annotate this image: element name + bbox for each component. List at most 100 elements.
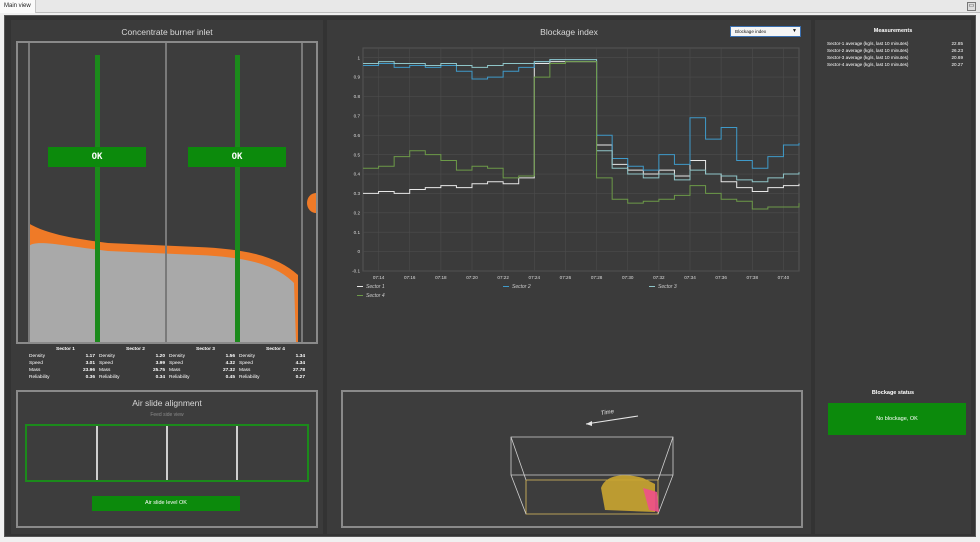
row-label: Reliability <box>169 375 190 380</box>
x-tick-label: 07:22 <box>497 275 509 280</box>
y-tick-label: 0.5 <box>354 152 361 157</box>
measurement-label: Sector-4 average (kg/s, last 10 minutes) <box>827 62 909 67</box>
burner-panel: Concentrate burner inlet OK OK Sector 1 … <box>11 20 323 534</box>
center-panel: Blockage index Blockage index ▼ 1 0.9 0.8 0… <box>327 20 811 534</box>
row-label: Speed <box>99 361 113 366</box>
measurement-row-3: Sector-3 average (kg/s, last 10 minutes)… <box>827 55 963 60</box>
measurement-value: 26.23 <box>951 48 964 53</box>
y-tick-label: 1 <box>357 55 360 60</box>
x-tick-label: 07:30 <box>622 275 634 280</box>
x-tick-label: 07:18 <box>435 275 447 280</box>
burner-view: OK OK <box>16 41 318 344</box>
arrow-head-icon <box>586 421 592 426</box>
reliability-value: 0.34 <box>155 375 165 380</box>
mass-value: 27.32 <box>222 368 235 373</box>
window-tabbar: Main view ▭ <box>0 0 980 13</box>
plot-area <box>362 47 800 272</box>
speed-value: 4.34 <box>295 361 305 366</box>
sector-col-1: Sector 1 Density Speed Mass Reliability … <box>29 347 95 387</box>
row-label: Speed <box>239 361 253 366</box>
row-label: Mass <box>239 368 251 373</box>
row-label: Speed <box>29 361 43 366</box>
y-tick-label: 0.4 <box>354 172 361 177</box>
sector-name: Sector 2 <box>126 347 145 352</box>
measurement-label: Sector-3 average (kg/s, last 10 minutes) <box>827 55 909 60</box>
reliability-value: 0.27 <box>295 375 305 380</box>
row-label: Reliability <box>99 375 120 380</box>
y-tick-label: 0.3 <box>354 191 361 196</box>
measurement-row-2: Sector-2 average (kg/s, last 10 minutes)… <box>827 48 963 53</box>
x-tick-label: 07:26 <box>560 275 572 280</box>
sector-col-2: Sector 2 Density Speed Mass Reliability … <box>99 347 165 387</box>
x-tick-label: 07:34 <box>684 275 696 280</box>
speed-value: 3.99 <box>155 361 165 366</box>
density-value: 1.17 <box>85 354 95 359</box>
mass-value: 23.96 <box>82 368 95 373</box>
sector-col-3: Sector 3 Density Speed Mass Reliability … <box>169 347 235 387</box>
measurement-row-4: Sector-4 average (kg/s, last 10 minutes)… <box>827 62 963 67</box>
burner-title: Concentrate burner inlet <box>121 27 213 37</box>
airslide-divider <box>96 426 98 480</box>
airslide-panel: Air slide alignment Feed side view Air s… <box>16 390 318 528</box>
sector-col-4: Sector 4 Density Speed Mass Reliability … <box>239 347 305 387</box>
row-label: Speed <box>169 361 183 366</box>
x-tick-label: 07:32 <box>653 275 665 280</box>
tab-main-view[interactable]: Main view <box>0 0 36 13</box>
sector-divider <box>28 43 30 342</box>
sector-name: Sector 1 <box>56 347 75 352</box>
row-label: Mass <box>169 368 181 373</box>
time-axis-label: Time <box>600 409 615 417</box>
density-value: 1.34 <box>295 354 305 359</box>
y-tick-label: 0 <box>357 249 360 254</box>
y-tick-label: 0.9 <box>354 75 361 80</box>
alignment-bar-left <box>95 55 100 342</box>
speed-value: 4.32 <box>225 361 235 366</box>
legend-sector-4: Sector 4 <box>357 293 385 299</box>
density-value: 1.20 <box>155 354 165 359</box>
row-label: Reliability <box>29 375 50 380</box>
material-heap <box>601 475 655 512</box>
reliability-value: 0.45 <box>225 375 235 380</box>
x-tick-label: 07:16 <box>404 275 416 280</box>
y-tick-label: 0.1 <box>354 230 361 235</box>
blockage-chart-title: Blockage index <box>540 27 598 37</box>
ok-badge-right: OK <box>188 147 286 167</box>
x-tick-label: 07:24 <box>529 275 541 280</box>
row-label: Mass <box>29 368 41 373</box>
measurements-title: Measurements <box>873 28 913 34</box>
legend-sector-1: Sector 1 <box>357 284 385 290</box>
measurement-value: 20.27 <box>951 62 964 67</box>
slide-3d-view: Time <box>341 390 803 528</box>
row-label: Density <box>99 354 115 359</box>
chart-series-select[interactable]: Blockage index ▼ <box>730 26 801 37</box>
burner-edge-marker <box>307 193 316 213</box>
x-tick-label: 07:38 <box>747 275 759 280</box>
chart-series-select-value: Blockage index <box>735 29 767 34</box>
x-tick-label: 07:20 <box>466 275 478 280</box>
material-heap-hot <box>643 488 659 512</box>
airslide-divider <box>236 426 238 480</box>
alignment-bar-right <box>235 55 240 342</box>
y-tick-label: -0.1 <box>352 269 360 274</box>
blockage-status-badge: No blockage, OK <box>828 403 966 435</box>
measurement-value: 20.69 <box>951 55 964 60</box>
mass-value: 25.75 <box>152 368 165 373</box>
burner-profile-svg <box>28 43 316 342</box>
row-label: Reliability <box>239 375 260 380</box>
sector-name: Sector 3 <box>196 347 215 352</box>
airslide-track <box>25 424 309 482</box>
sector-divider <box>301 43 303 342</box>
y-tick-label: 0.7 <box>354 113 361 118</box>
measurement-row-1: Sector-1 average (kg/s, last 10 minutes)… <box>827 41 963 46</box>
row-label: Mass <box>99 368 111 373</box>
restore-icon[interactable]: ▭ <box>967 2 976 11</box>
legend-sector-3: Sector 3 <box>649 284 677 290</box>
series-line-sector-4 <box>363 61 800 210</box>
sector-divider <box>165 43 167 342</box>
legend-sector-2: Sector 2 <box>503 284 531 290</box>
x-tick-label: 07:36 <box>715 275 727 280</box>
x-tick-label: 07:28 <box>591 275 603 280</box>
ok-badge-left: OK <box>48 147 146 167</box>
mass-value: 27.78 <box>292 368 305 373</box>
airslide-subtitle: Feed side view <box>150 412 184 418</box>
